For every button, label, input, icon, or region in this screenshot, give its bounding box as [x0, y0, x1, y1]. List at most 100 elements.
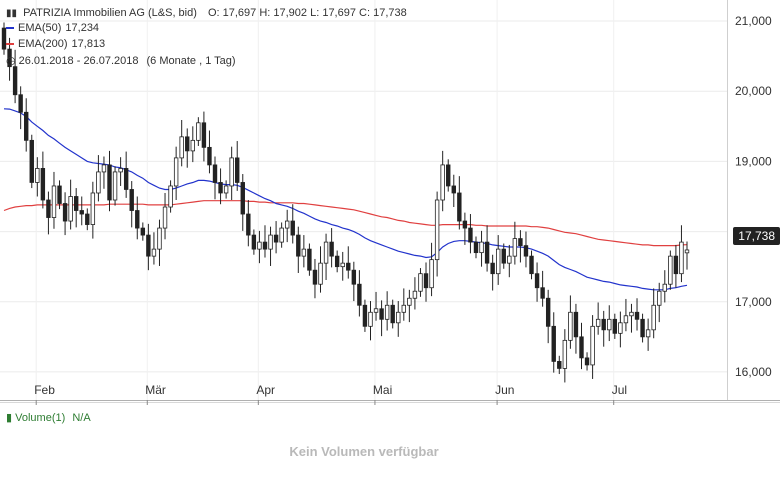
candle-body — [507, 255, 512, 264]
candle — [68, 179, 73, 230]
candle-body — [401, 304, 407, 313]
candle — [190, 126, 195, 163]
candle-body — [73, 196, 79, 211]
candle — [446, 159, 451, 192]
candle-body — [668, 255, 673, 285]
candle-body — [196, 122, 201, 141]
candle — [51, 171, 57, 229]
candles — [1, 22, 690, 383]
candle — [273, 221, 279, 254]
candle — [246, 200, 251, 247]
candle-body — [501, 248, 506, 264]
date-range: 26.01.2018 - 26.07.2018 — [18, 55, 139, 67]
candle — [329, 228, 334, 268]
candle-body — [451, 185, 456, 194]
volume-icon: ▮ — [6, 412, 13, 424]
candle-body — [162, 206, 168, 229]
candle-body — [29, 139, 34, 183]
x-tick-label: Jul — [612, 383, 627, 397]
candle-body — [651, 304, 656, 331]
candle-body — [185, 136, 190, 152]
candle — [551, 312, 556, 373]
candle-body — [101, 164, 107, 173]
candle-body — [462, 220, 468, 229]
candle-body — [279, 227, 284, 243]
ema200-swatch — [6, 43, 14, 46]
candle-body — [568, 311, 573, 341]
candle — [18, 86, 23, 130]
candle-body — [40, 168, 46, 201]
candle-body — [607, 318, 612, 331]
candle — [157, 219, 162, 266]
candle — [590, 315, 595, 379]
candle — [29, 134, 34, 189]
candle — [679, 225, 684, 283]
candle-body — [357, 283, 362, 306]
ema50-label: EMA(50) — [18, 22, 62, 34]
grid-lines — [0, 0, 727, 400]
candle — [351, 261, 357, 302]
candle-body — [329, 241, 334, 257]
candle — [362, 299, 368, 332]
candle-body — [207, 146, 212, 166]
x-tick-label: Feb — [34, 383, 55, 397]
candle-body — [429, 259, 434, 289]
candle-body — [557, 361, 562, 369]
candle — [323, 233, 329, 280]
x-tick-label: Jun — [495, 383, 514, 397]
candle — [607, 305, 612, 342]
candle-body — [140, 227, 146, 236]
candle — [162, 192, 168, 240]
candle — [512, 221, 518, 265]
candle — [618, 311, 623, 348]
candle-body — [201, 122, 207, 148]
candle — [212, 156, 218, 200]
candle-body — [68, 196, 73, 222]
candle — [379, 300, 384, 337]
candle-body — [96, 171, 101, 194]
candle-body — [645, 329, 651, 338]
ema200-label: EMA(200) — [18, 38, 68, 50]
candle-body — [118, 168, 123, 173]
candle-body — [529, 255, 534, 275]
candle-body — [168, 185, 173, 208]
candle — [462, 212, 468, 245]
candle — [429, 242, 434, 297]
candle-body — [307, 248, 312, 271]
candle — [334, 250, 340, 273]
candle — [340, 251, 345, 281]
candle — [357, 270, 362, 317]
x-axis: Feb Mär Apr Mai Jun Jul — [34, 383, 627, 405]
candle-body — [218, 182, 223, 194]
candle — [484, 225, 490, 272]
candle — [207, 130, 212, 174]
candle — [523, 231, 529, 268]
candle — [545, 289, 551, 344]
y-tick-label: 20,000 — [735, 84, 772, 98]
candle — [279, 222, 284, 248]
candle — [35, 157, 40, 197]
candle — [196, 117, 201, 146]
candle-body — [346, 262, 351, 271]
candle-body — [351, 269, 357, 285]
candle-body — [340, 262, 345, 268]
candle — [112, 166, 118, 206]
candle — [268, 226, 273, 266]
candle-body — [390, 304, 395, 324]
candle — [179, 120, 184, 167]
candle — [218, 168, 223, 205]
chart-type-icon: ▮▮ — [6, 8, 18, 19]
ema50-swatch — [6, 27, 14, 30]
candle — [562, 329, 568, 383]
candle — [96, 155, 101, 202]
legend-range: ◷ 26.01.2018 - 26.07.2018 (6 Monate , 1 Ta… — [6, 54, 236, 67]
candle — [284, 209, 290, 243]
candle-body — [257, 241, 262, 250]
candle — [240, 174, 245, 231]
candle — [151, 232, 157, 265]
y-tick-label: 17,000 — [735, 295, 772, 309]
candle — [501, 243, 506, 269]
candle-body — [223, 185, 229, 194]
y-tick-label: 21,000 — [735, 14, 772, 28]
